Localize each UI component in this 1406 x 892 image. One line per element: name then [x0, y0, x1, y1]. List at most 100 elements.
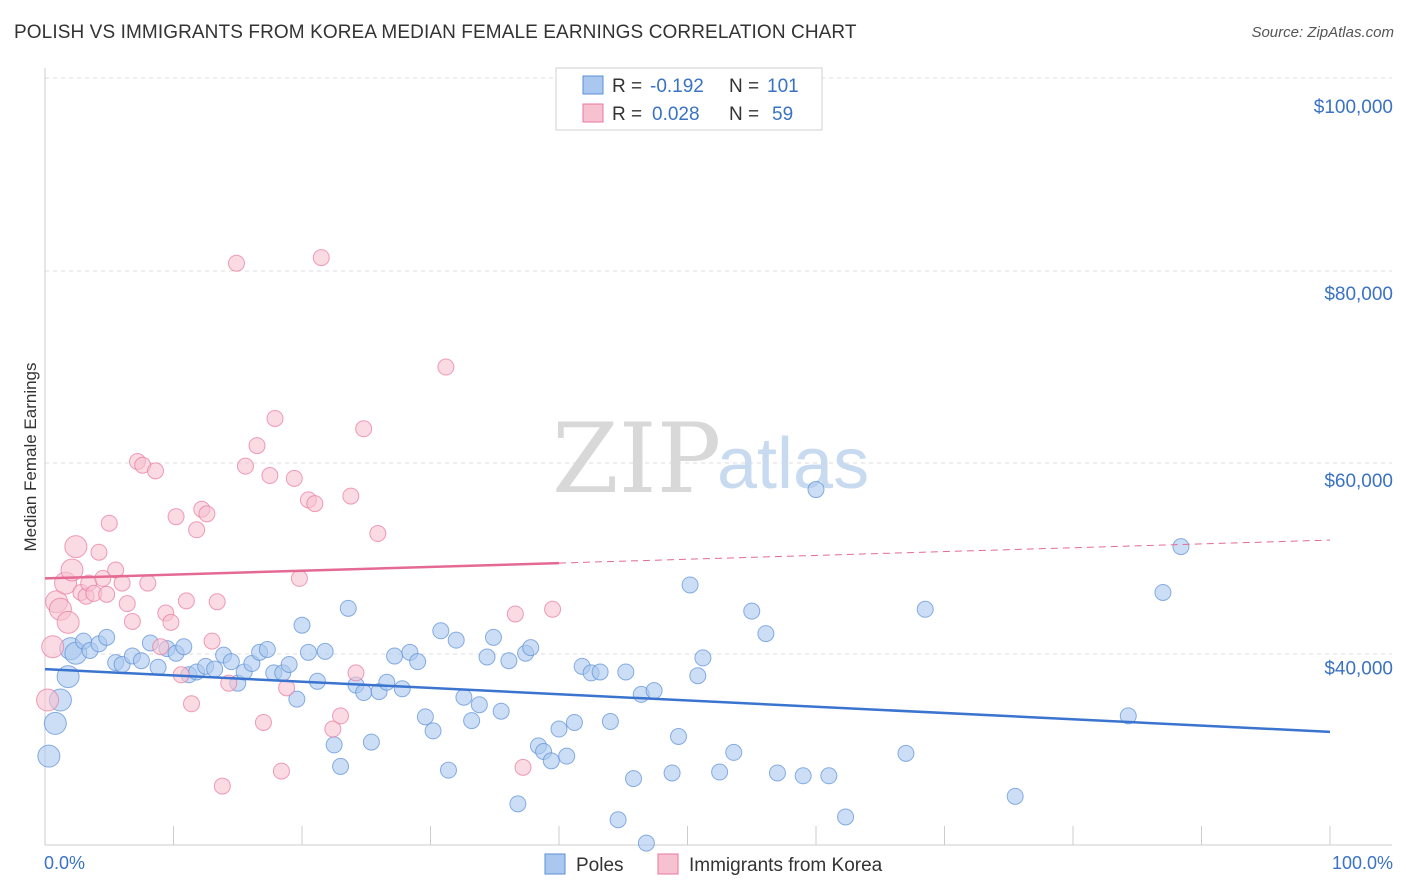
poles-point [1172, 538, 1190, 556]
korea-point [347, 664, 365, 682]
poles-point [820, 767, 838, 785]
korea-point [167, 508, 185, 526]
poles-point [280, 655, 298, 673]
korea-point [261, 467, 279, 485]
poles-point [463, 712, 481, 730]
watermark-atlas: atlas [717, 424, 869, 504]
poles-point [258, 641, 276, 659]
poles-point [470, 696, 488, 714]
legend-r-value-poles: -0.192 [650, 76, 704, 97]
bottom-legend-label-poles: Poles [576, 855, 624, 876]
y-tick-labels: $40,000 $60,000 $80,000 $100,000 [1314, 97, 1393, 679]
poles-point [439, 761, 457, 779]
poles-point [393, 680, 411, 698]
bottom-legend-label-korea: Immigrants from Korea [689, 855, 883, 876]
poles-point [316, 642, 334, 660]
korea-point [332, 707, 350, 725]
korea-point [506, 605, 524, 623]
poles-point [637, 834, 655, 852]
korea-point [266, 409, 284, 427]
poles-point [522, 639, 540, 657]
chart-title: POLISH VS IMMIGRANTS FROM KOREA MEDIAN F… [14, 22, 857, 43]
korea-point [514, 758, 532, 776]
korea-point [94, 569, 112, 587]
poles-point [299, 643, 317, 661]
series-poles-points [37, 481, 1190, 852]
poles-point [509, 795, 527, 813]
korea-point [139, 574, 157, 592]
poles-point [757, 625, 775, 643]
poles-point [132, 652, 150, 670]
poles-point [222, 653, 240, 671]
korea-point [312, 249, 330, 267]
korea-point [90, 543, 108, 561]
poles-point [339, 599, 357, 617]
x-ticks [44, 826, 1331, 845]
poles-point [206, 660, 224, 678]
korea-point [254, 713, 272, 731]
korea-point [64, 535, 88, 559]
poles-point [332, 757, 350, 775]
korea-point [56, 610, 80, 634]
poles-point [794, 767, 812, 785]
poles-point [500, 652, 518, 670]
poles-point [492, 702, 510, 720]
x-tick-label-min: 0.0% [44, 853, 85, 873]
poles-point [645, 682, 663, 700]
poles-point [550, 720, 568, 738]
poles-point [362, 733, 380, 751]
legend-n-value-poles: 101 [767, 76, 799, 97]
korea-point [182, 695, 200, 713]
poles-point [1119, 707, 1137, 725]
korea-point [147, 462, 165, 480]
korea-point [290, 569, 308, 587]
korea-point [213, 777, 231, 795]
korea-point [41, 635, 65, 659]
x-tick-label-max: 100.0% [1332, 853, 1393, 873]
y-axis-label: Median Female Earnings [21, 363, 40, 552]
korea-point [544, 600, 562, 618]
poles-point [409, 653, 427, 671]
poles-point [565, 713, 583, 731]
korea-point [100, 514, 118, 532]
legend-r-label-korea: R = [612, 104, 642, 125]
poles-point [807, 481, 825, 499]
korea-point [324, 720, 342, 738]
gridlines [45, 77, 1392, 655]
korea-point [248, 437, 266, 455]
korea-point [162, 613, 180, 631]
poles-point [725, 743, 743, 761]
y-tick-label: $60,000 [1324, 471, 1393, 492]
watermark-zip: ZIP [552, 403, 721, 515]
poles-point [288, 690, 306, 708]
poles-point [689, 667, 707, 685]
poles-point [432, 622, 450, 640]
poles-point [916, 600, 934, 618]
korea-point [306, 495, 324, 513]
korea-point [272, 762, 290, 780]
poles-point [768, 764, 786, 782]
legend-n-label-poles: N = [729, 76, 759, 97]
bottom-legend-swatch-poles [544, 853, 566, 875]
poles-point [478, 648, 496, 666]
korea-point [198, 505, 216, 523]
legend-n-value-korea: 59 [772, 104, 793, 125]
poles-point [617, 663, 635, 681]
poles-point [591, 663, 609, 681]
legend-r-value-korea: 0.028 [652, 104, 700, 125]
korea-point [285, 469, 303, 487]
poles-point [694, 649, 712, 667]
poles-point [542, 752, 560, 770]
poles-point [43, 711, 67, 735]
korea-point [203, 632, 221, 650]
poles-point [670, 727, 688, 745]
legend-r-label-poles: R = [612, 76, 642, 97]
poles-point [378, 673, 396, 691]
legend-swatch-poles [582, 75, 604, 95]
korea-point [437, 358, 455, 376]
poles-point [609, 811, 627, 829]
poles-point [711, 763, 729, 781]
stats-legend: R = -0.192 N = 101 R = 0.028 N = 59 [555, 67, 823, 131]
bottom-legend-swatch-korea [657, 853, 679, 875]
korea-point [98, 585, 116, 603]
